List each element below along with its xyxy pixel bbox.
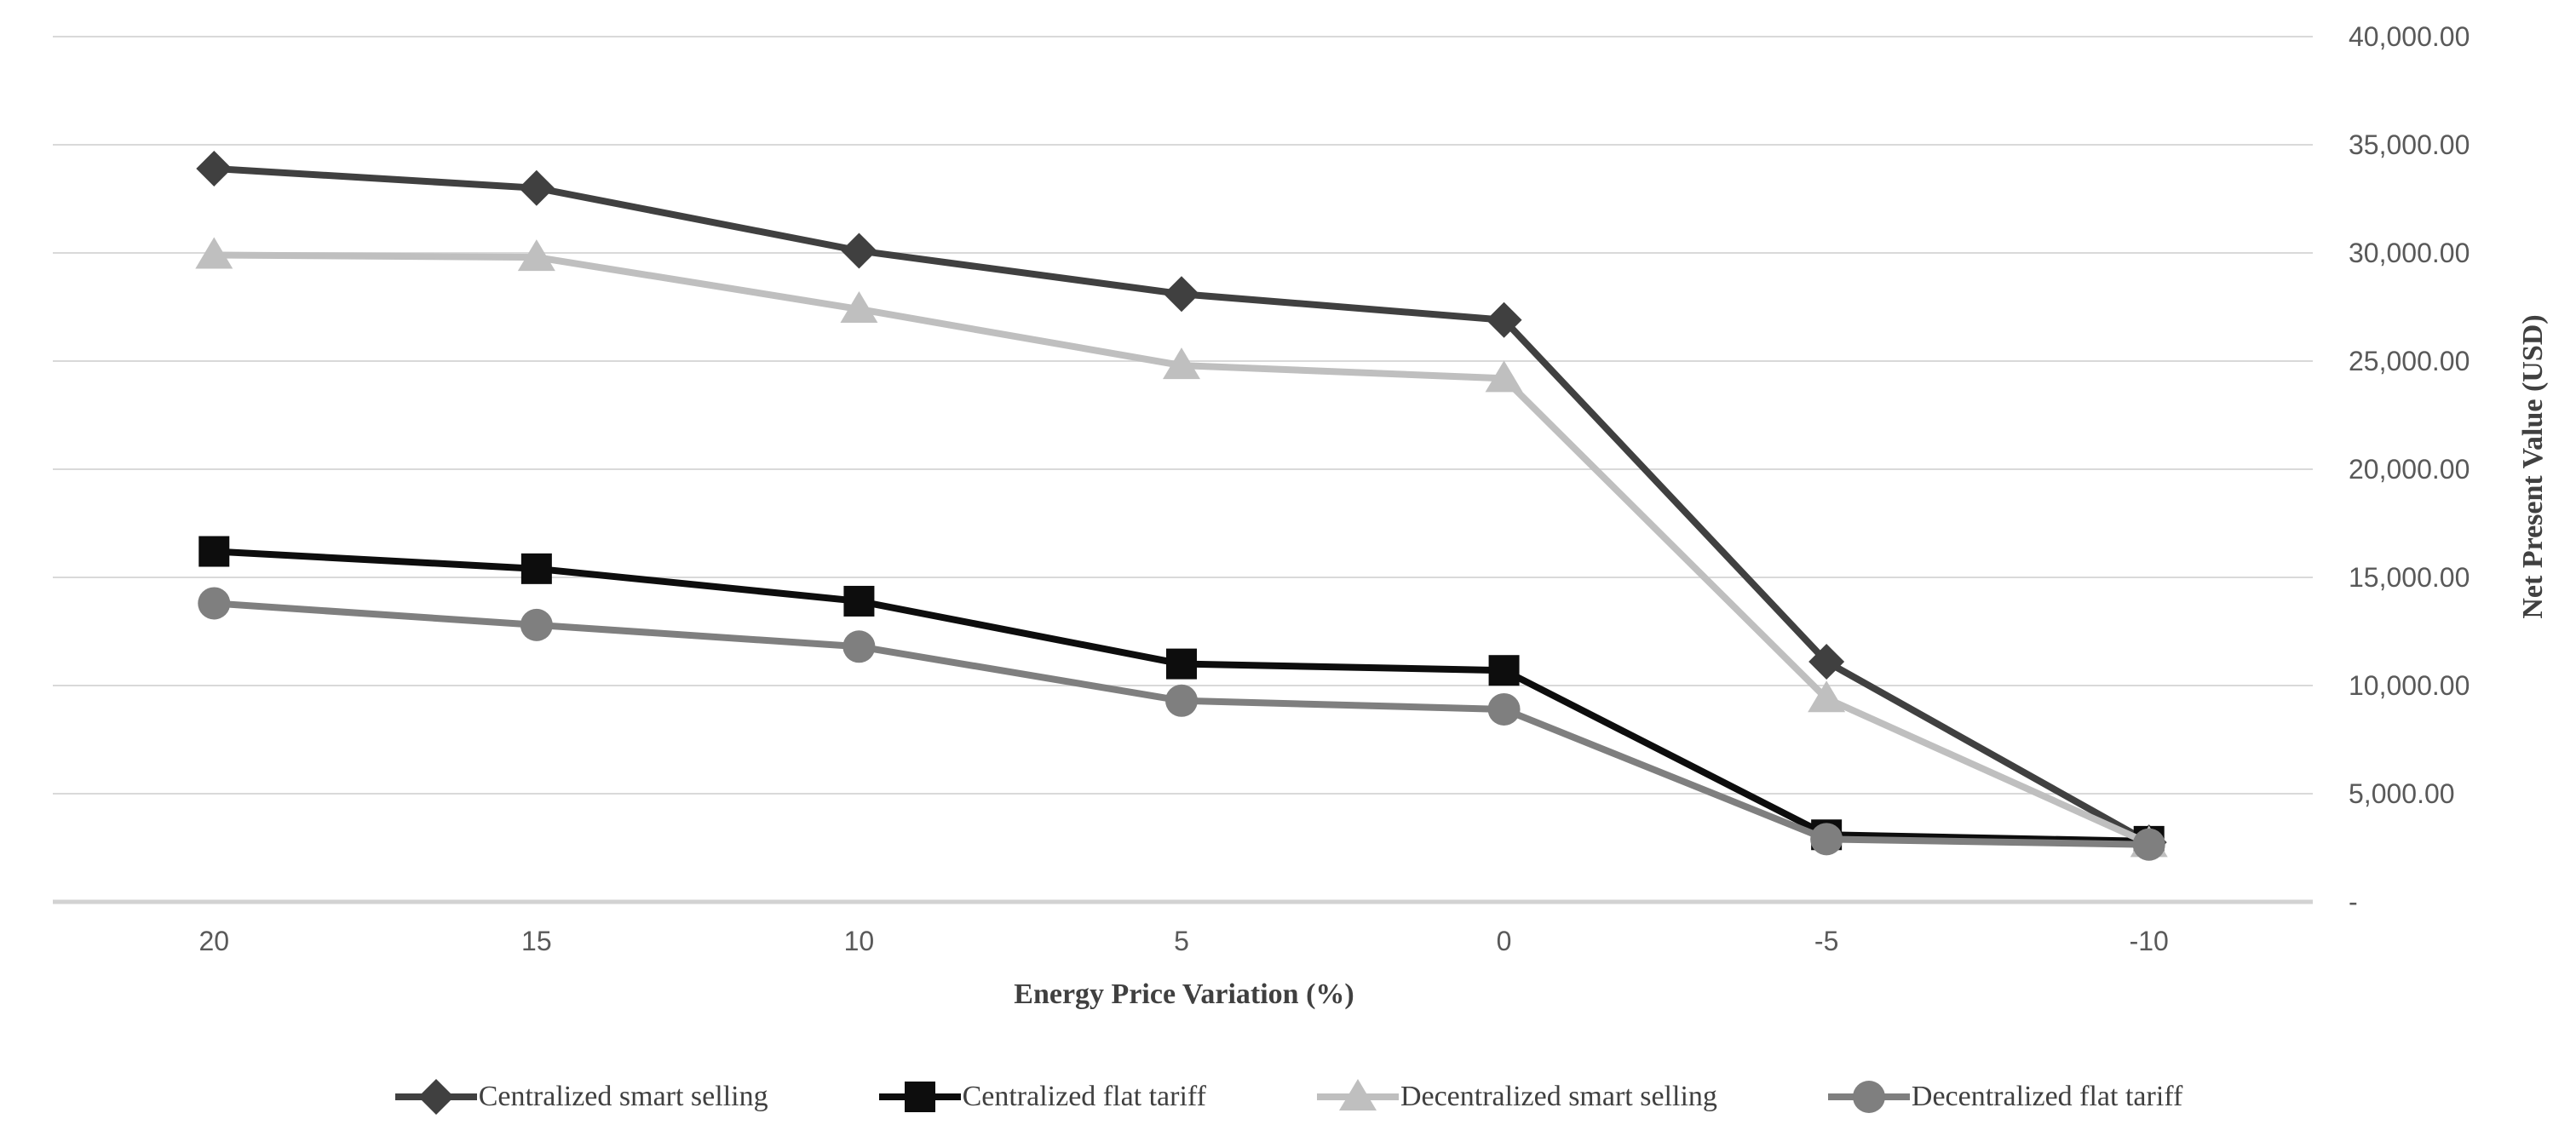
legend-swatch-circle-icon: [1827, 1081, 1910, 1113]
series-marker-0: [1164, 276, 1199, 313]
series-marker-2: [1808, 680, 1846, 713]
series-line-3: [214, 600, 2149, 848]
series-marker-3: [1165, 684, 1198, 717]
legend-label: Centralized smart selling: [478, 1081, 768, 1112]
y-tick-label: 35,000.00: [2349, 129, 2470, 160]
series-marker-0: [1808, 644, 1845, 680]
y-tick-label: 40,000.00: [2349, 21, 2470, 52]
legend-marker-diamond: [417, 1079, 454, 1115]
x-axis-title: Energy Price Variation (%): [1014, 978, 1354, 1010]
y-tick-label: 25,000.00: [2349, 346, 2470, 376]
legend-marker-circle: [1852, 1081, 1885, 1113]
series-marker-3: [2132, 828, 2165, 861]
series-marker-3: [198, 587, 231, 620]
series-marker-3: [520, 608, 553, 641]
legend-item: Decentralized smart selling: [1315, 1073, 1717, 1121]
series-marker-3: [1487, 692, 1521, 726]
legend-item: Centralized flat tariff: [877, 1073, 1206, 1121]
x-tick-label: 0: [1497, 926, 1512, 956]
x-tick-label: 10: [844, 926, 875, 956]
series-marker-1: [520, 553, 552, 584]
series-marker-2: [195, 237, 233, 269]
series-line-0: [214, 164, 2151, 846]
series-marker-2: [1485, 360, 1523, 393]
legend-swatch-triangle-icon: [1316, 1079, 1399, 1110]
series-marker-1: [1488, 655, 1520, 686]
series-marker-1: [198, 536, 230, 567]
x-tick-label: 20: [198, 926, 229, 956]
legend: Centralized smart selling Centralized fla…: [0, 1066, 2576, 1128]
x-tick-label: -5: [1814, 926, 1838, 956]
legend-swatch-diamond-icon: [394, 1079, 477, 1115]
y-tick-label: 15,000.00: [2349, 562, 2470, 593]
series-marker-0: [841, 232, 877, 269]
series-marker-1: [1166, 648, 1197, 680]
y-tick-label: 30,000.00: [2349, 238, 2470, 268]
series-line-2: [214, 251, 2151, 847]
legend-label: Decentralized flat tariff: [1911, 1081, 2183, 1112]
series-marker-2: [840, 291, 878, 324]
series-marker-3: [842, 630, 876, 663]
series-marker-2: [517, 239, 555, 272]
x-tick-label: 15: [521, 926, 552, 956]
series-marker-0: [1486, 301, 1522, 338]
series-marker-2: [1163, 347, 1200, 380]
legend-label: Centralized flat tariff: [962, 1081, 1206, 1112]
legend-item: Centralized smart selling: [394, 1073, 768, 1121]
y-tick-label: 5,000.00: [2349, 778, 2455, 809]
y-tick-label: 20,000.00: [2349, 454, 2470, 485]
x-tick-label: 5: [1174, 926, 1189, 956]
x-tick-label: -10: [2130, 926, 2169, 956]
legend-item: Decentralized flat tariff: [1826, 1073, 2182, 1121]
legend-marker-square: [904, 1082, 935, 1112]
series-marker-1: [843, 585, 875, 617]
y-axis-title: Net Present Value (USD): [2517, 314, 2549, 619]
y-tick-label: 10,000.00: [2349, 670, 2470, 701]
series-marker-3: [1810, 823, 1843, 856]
y-tick-label: -: [2349, 887, 2358, 917]
series-marker-0: [196, 150, 233, 187]
legend-swatch-square-icon: [878, 1082, 961, 1112]
legend-marker-triangle: [1338, 1079, 1377, 1110]
series-marker-0: [518, 169, 555, 206]
legend-label: Decentralized smart selling: [1400, 1081, 1717, 1112]
